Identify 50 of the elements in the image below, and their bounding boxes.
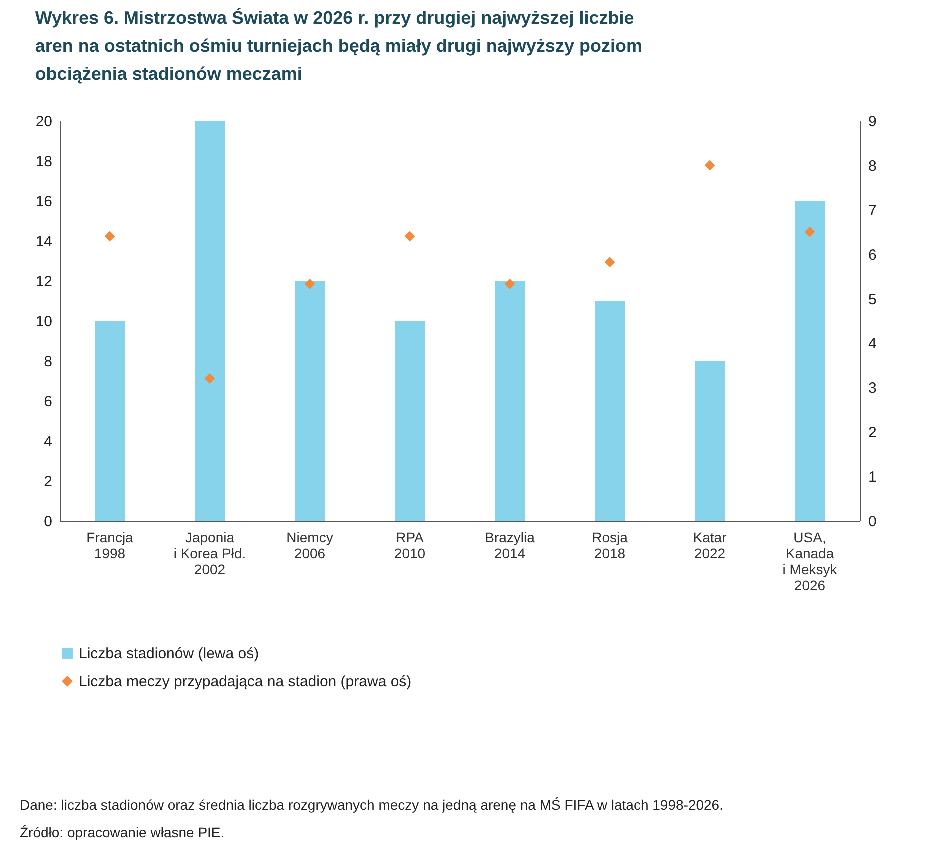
text: Dane: liczba stadionów oraz średnia liczba rozgrywanych meczy na jedną arenę na MŚ FIFA w latach 1998-2026. bbox=[20, 796, 724, 813]
y2-tick-label: 0 bbox=[868, 514, 877, 530]
y2-tick-label: 4 bbox=[868, 336, 877, 353]
y2-tick-label: 1 bbox=[868, 469, 877, 486]
point bbox=[404, 231, 416, 242]
y-tick-label: 18 bbox=[36, 154, 52, 170]
y2-tick-label: 8 bbox=[868, 158, 877, 175]
x-tick-label: Niemcy 2006 bbox=[286, 530, 334, 562]
text: Źródło: opracowanie własne PIE. bbox=[20, 824, 225, 840]
legend-label: Liczba stadionów (lewa oś) bbox=[79, 646, 260, 662]
y-tick-label: 10 bbox=[36, 314, 52, 330]
y-tick-label: 20 bbox=[36, 114, 52, 130]
point bbox=[104, 231, 116, 242]
y-tick-label: 8 bbox=[44, 354, 52, 370]
y2-tick-label: 7 bbox=[868, 202, 877, 220]
point bbox=[204, 374, 216, 384]
x-tick-label: Francja 1998 bbox=[86, 530, 134, 562]
y-tick-label: 4 bbox=[44, 434, 52, 450]
y-tick-label: 16 bbox=[36, 194, 52, 210]
point bbox=[804, 226, 816, 238]
x-tick-label: RPA 2010 bbox=[394, 530, 426, 562]
y2-tick-label: 9 bbox=[868, 114, 877, 130]
bar bbox=[595, 301, 625, 521]
bar bbox=[195, 121, 225, 521]
x-tick-label: Rosja 2018 bbox=[592, 530, 628, 562]
y2-tick-label: 6 bbox=[868, 246, 877, 264]
x-tick-label: USA, Kanada i Meksyk 2026 bbox=[782, 530, 838, 594]
point bbox=[704, 160, 716, 171]
y-tick-label: 14 bbox=[36, 234, 52, 250]
point bbox=[504, 278, 516, 290]
y2-tick-label: 3 bbox=[868, 380, 877, 398]
y2-tick-label: 2 bbox=[868, 424, 877, 442]
y-tick-label: 2 bbox=[44, 474, 52, 490]
x-tick-label: Brazylia 2014 bbox=[485, 530, 536, 562]
legend-label: Liczba meczy przypadająca na stadion (prawa oś) bbox=[79, 674, 412, 690]
chart-title: Wykres 6. Mistrzostwa Świata w 2026 r. przy drugiej najwyższej liczbie aren na ostatnich ośmiu turniejach będą miały drugi najwyższy poziom obciążenia stadionów meczami bbox=[35, 8, 642, 84]
x-tick-label: Katar 2022 bbox=[693, 530, 728, 562]
y-tick-label: 12 bbox=[36, 274, 52, 290]
point bbox=[604, 257, 616, 268]
bar bbox=[495, 281, 525, 521]
bar bbox=[95, 321, 125, 521]
bar bbox=[395, 321, 425, 521]
point bbox=[304, 278, 316, 290]
y2-tick-label: 5 bbox=[868, 291, 877, 308]
x-tick-label: Japonia i Korea Płd. 2002 bbox=[174, 530, 246, 578]
bar bbox=[795, 201, 825, 521]
bar bbox=[695, 361, 725, 521]
y-tick-label: 6 bbox=[44, 394, 52, 410]
y-tick-label: 0 bbox=[44, 514, 52, 530]
bar bbox=[295, 281, 325, 521]
